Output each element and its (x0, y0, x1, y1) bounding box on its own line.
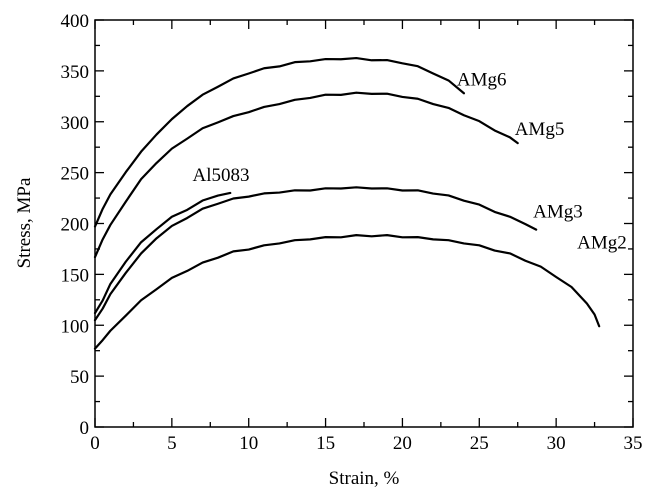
curve-al5083 (93, 191, 232, 315)
x-axis-title: Strain, % (329, 468, 400, 489)
series-labels: AMg6 AMg5 Al5083 AMg3 AMg2 (193, 69, 627, 253)
y-tick-label: 400 (61, 11, 90, 32)
curve-amg2 (93, 234, 601, 350)
y-tick-label: 0 (80, 418, 90, 439)
series-label-amg5: AMg5 (515, 119, 565, 140)
y-tick-label: 350 (61, 62, 90, 83)
y-tick-label: 100 (61, 316, 90, 337)
x-tick-label: 35 (624, 433, 643, 454)
x-tick-label: 20 (393, 433, 412, 454)
x-tick-label: 15 (316, 433, 335, 454)
x-tick-label: 30 (547, 433, 566, 454)
y-tick-label: 50 (70, 367, 89, 388)
y-tick-label: 200 (61, 215, 90, 236)
series-label-amg3: AMg3 (533, 202, 583, 223)
x-tick-label: 5 (167, 433, 177, 454)
curves (93, 56, 601, 350)
y-tick-label: 300 (61, 113, 90, 134)
y-tick-label: 250 (61, 164, 90, 185)
x-tick-label: 10 (239, 433, 258, 454)
curve-amg3 (93, 186, 538, 322)
curve-amg6 (93, 56, 466, 228)
x-tick-label: 0 (90, 433, 100, 454)
series-label-amg2: AMg2 (577, 232, 627, 253)
series-label-al5083: Al5083 (193, 165, 250, 186)
axis-ticks (94, 19, 634, 428)
series-label-amg6: AMg6 (457, 69, 507, 90)
y-axis-title: Stress, MPa (14, 177, 35, 268)
curve-amg5 (93, 91, 519, 259)
x-tick-label: 25 (470, 433, 489, 454)
y-tick-label: 150 (61, 265, 90, 286)
